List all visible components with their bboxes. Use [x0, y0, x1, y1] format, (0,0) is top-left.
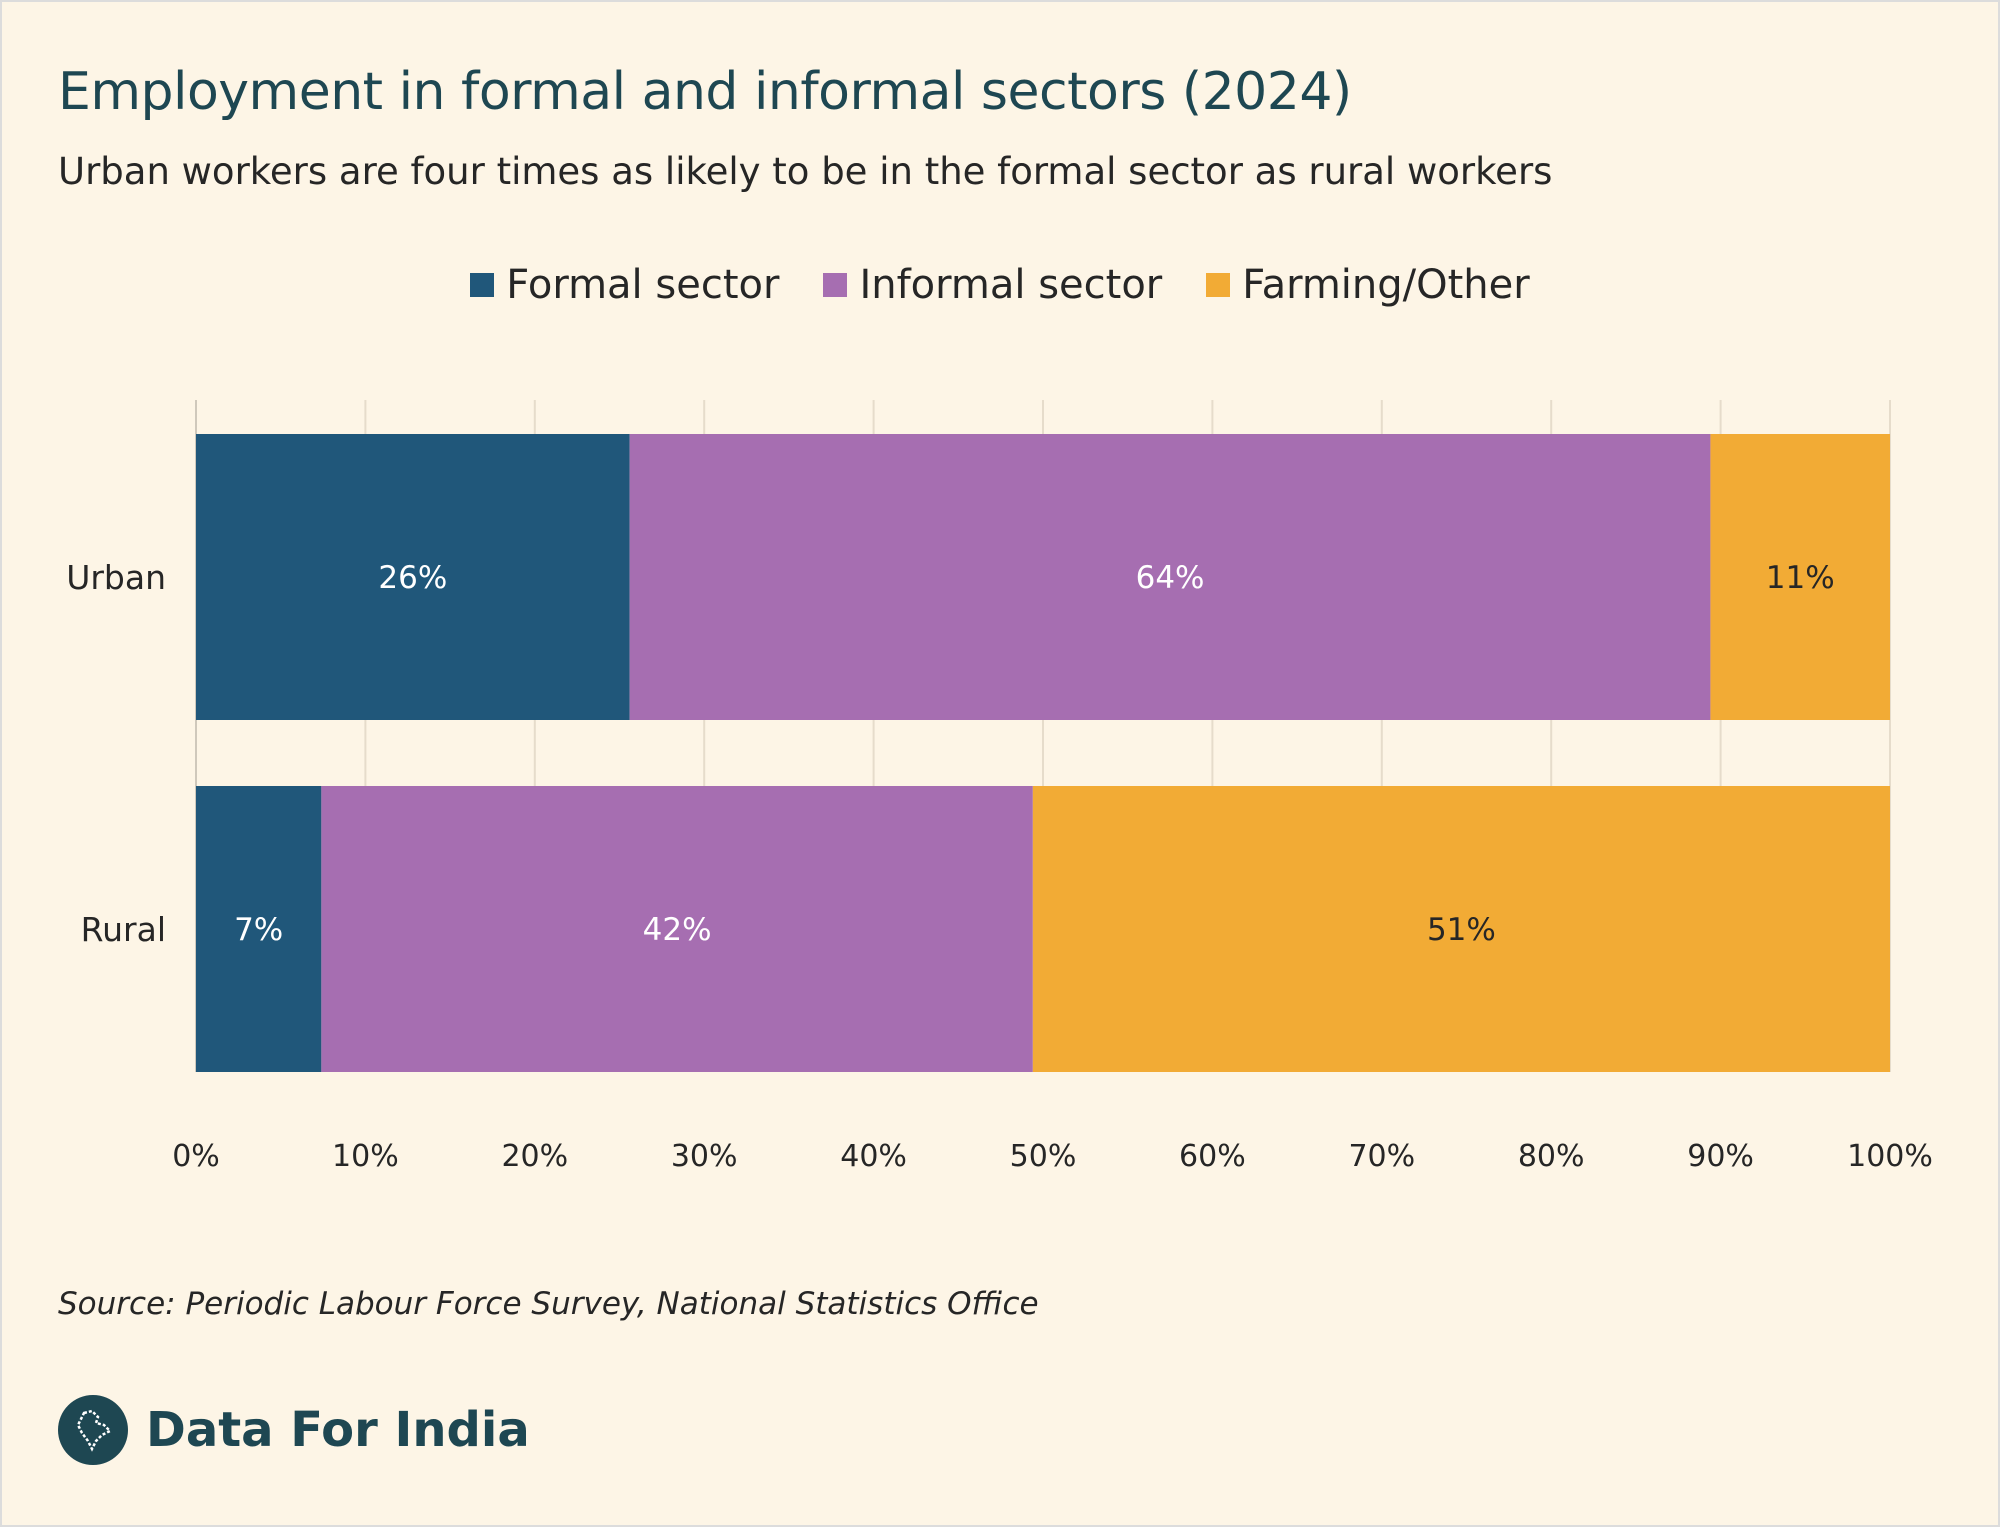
legend-label-formal: Formal sector — [506, 262, 780, 308]
legend-item-formal: Formal sector — [470, 262, 779, 308]
chart-title: Employment in formal and informal sector… — [58, 62, 1352, 122]
x-tick-label-80: 80% — [1518, 1139, 1585, 1174]
category-label-urban: Urban — [66, 558, 166, 597]
data-label-urban-1: 64% — [1136, 560, 1205, 596]
bar-labels: 26% 64% 11% 7% 42% 51% — [234, 560, 1835, 948]
legend: Formal sector Informal sector Farming/Ot… — [0, 262, 2000, 308]
brand-name: Data For India — [146, 1402, 530, 1458]
bar-urban-informal-sector — [629, 434, 1711, 720]
stacked-bar-chart: 26% 64% 11% 7% 42% 51% Urban Rural 0% 10% 20% 30%… — [66, 400, 1933, 1174]
legend-swatch-formal — [470, 273, 495, 297]
bars — [196, 434, 1890, 1072]
x-tick-label-60: 60% — [1179, 1139, 1246, 1174]
x-tick-label-50: 50% — [1010, 1139, 1077, 1174]
data-label-rural-0: 7% — [234, 912, 283, 948]
data-label-rural-1: 42% — [643, 912, 712, 948]
bar-rural-farming-other — [1032, 786, 1890, 1072]
bar-rural-formal-sector — [196, 786, 322, 1072]
x-tick-label-0: 0% — [172, 1139, 220, 1174]
x-tick-label-30: 30% — [671, 1139, 738, 1174]
bar-urban-formal-sector — [196, 434, 630, 720]
x-axis-ticks: 0% 10% 20% 30% 40% 50% 60% 70% 80% 90% 100% — [172, 1139, 1933, 1174]
data-label-urban-0: 26% — [378, 560, 447, 596]
chart-subtitle: Urban workers are four times as likely t… — [58, 150, 1553, 193]
data-label-urban-2: 11% — [1766, 560, 1835, 596]
bar-rural-informal-sector — [321, 786, 1033, 1072]
legend-swatch-informal — [823, 273, 848, 297]
x-tick-label-70: 70% — [1348, 1139, 1415, 1174]
x-tick-label-40: 40% — [840, 1139, 907, 1174]
legend-item-informal: Informal sector — [823, 262, 1162, 308]
legend-swatch-farming — [1206, 273, 1231, 297]
bar-urban-farming-other — [1710, 434, 1890, 720]
brand: Data For India — [58, 1395, 530, 1465]
legend-label-farming: Farming/Other — [1242, 262, 1530, 308]
source-note: Source: Periodic Labour Force Survey, Na… — [58, 1286, 1039, 1322]
x-tick-label-100: 100% — [1847, 1139, 1933, 1174]
india-map-logo-icon — [58, 1395, 128, 1465]
x-tick-label-10: 10% — [332, 1139, 399, 1174]
category-label-rural: Rural — [81, 910, 166, 949]
x-tick-label-20: 20% — [501, 1139, 568, 1174]
data-label-rural-2: 51% — [1427, 912, 1496, 948]
legend-label-informal: Informal sector — [859, 262, 1163, 308]
legend-item-farming: Farming/Other — [1206, 262, 1530, 308]
category-labels: Urban Rural — [66, 558, 166, 949]
x-tick-label-90: 90% — [1687, 1139, 1754, 1174]
